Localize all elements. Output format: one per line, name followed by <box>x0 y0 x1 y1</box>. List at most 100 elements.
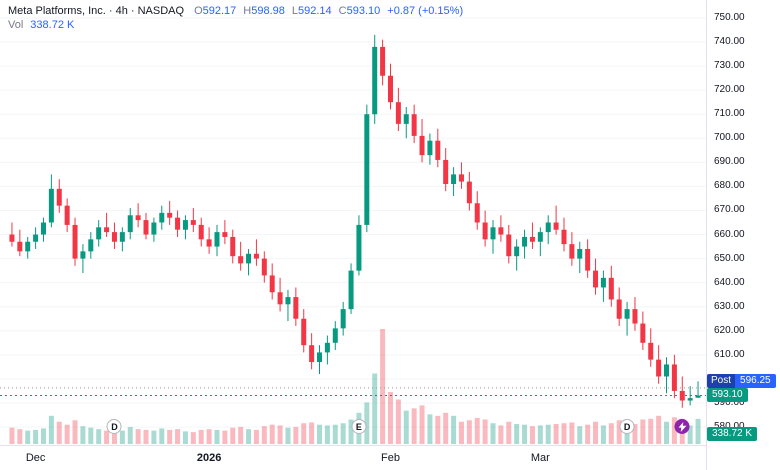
time-tick-feb: Feb <box>381 452 400 464</box>
volume-bar <box>104 430 110 444</box>
candle-body <box>159 212 165 223</box>
volume-label: Vol <box>8 19 24 31</box>
candle-body <box>88 239 94 252</box>
volume-bar <box>648 418 654 444</box>
time-axis[interactable]: Dec 2026 Feb Mar <box>0 445 780 470</box>
volume-bar <box>522 424 528 444</box>
candle-body <box>301 318 307 346</box>
alert-marker[interactable] <box>674 419 690 434</box>
candle-body <box>451 174 457 185</box>
candle-body <box>356 224 362 271</box>
candle-body <box>608 277 614 300</box>
candle-body <box>616 299 622 319</box>
last-price-value: 593.10 <box>707 388 748 403</box>
volume-bar <box>656 415 662 444</box>
volume-bar <box>380 329 386 444</box>
candle-body <box>656 359 662 377</box>
volume-bar <box>48 415 54 444</box>
volume-bar <box>600 425 606 444</box>
candle-body <box>119 232 125 242</box>
candle-body <box>17 241 23 252</box>
volume-bar <box>482 419 488 444</box>
volume-bar <box>151 430 157 444</box>
candle-body <box>127 215 133 233</box>
price-tick: 580.00 <box>714 422 745 432</box>
volume-bar <box>466 420 472 444</box>
volume-bar <box>553 423 559 444</box>
volume-bar <box>498 425 504 444</box>
candle-body <box>143 220 149 235</box>
candle-body <box>474 203 480 223</box>
lightning-bolt-icon <box>678 421 687 432</box>
volume-bar <box>664 421 670 444</box>
candle-body <box>190 220 196 225</box>
candle-body <box>48 188 54 223</box>
candle-body <box>340 309 346 329</box>
candle-body <box>111 232 117 242</box>
candle-body <box>167 212 173 218</box>
low-label: L <box>291 5 299 17</box>
volume-bar <box>127 426 133 444</box>
candle-body <box>206 239 212 247</box>
open-value: O592.17 <box>194 5 237 17</box>
volume-bar <box>309 422 315 444</box>
earnings-marker[interactable]: E <box>351 419 367 434</box>
candle-body <box>679 390 685 401</box>
candle-body <box>435 140 441 160</box>
volume-bar <box>514 423 520 444</box>
volume-bar <box>372 373 378 444</box>
candle-body <box>632 309 638 324</box>
candle-body <box>577 248 583 259</box>
candle-body <box>506 234 512 257</box>
candle-body <box>529 236 535 242</box>
volume-bar <box>340 423 346 444</box>
candle-body <box>640 323 646 343</box>
candle-body <box>466 181 472 204</box>
candle-body <box>135 215 141 221</box>
price-tick: 640.00 <box>714 276 745 288</box>
post-tag: Post <box>707 373 736 388</box>
candle-body <box>600 277 606 288</box>
candle-body <box>198 224 204 240</box>
candle-body <box>585 248 591 271</box>
candle-body <box>522 236 528 247</box>
candle-body <box>411 114 417 136</box>
chart-canvas[interactable] <box>0 0 706 445</box>
open-label: O <box>194 5 203 17</box>
symbol-title[interactable]: Meta Platforms, Inc. · 4h · NASDAQ <box>8 5 185 17</box>
price-tick: 610.00 <box>714 348 745 360</box>
candle-body <box>222 232 228 237</box>
volume-bar <box>167 429 173 444</box>
dividend-marker[interactable]: D <box>106 419 122 434</box>
candle-body <box>56 188 62 206</box>
price-tick: 690.00 <box>714 156 745 168</box>
candle-body <box>293 297 299 319</box>
candle-body <box>395 102 401 124</box>
candle-body <box>40 222 46 235</box>
volume-bar <box>135 429 141 444</box>
volume-bar <box>238 426 244 444</box>
post-price-value: 596.25 <box>735 373 776 388</box>
volume-bar <box>458 421 464 444</box>
volume-bar <box>64 424 70 444</box>
candle-body <box>25 241 31 252</box>
last-price-badge: 593.10 <box>707 388 748 403</box>
candle-body <box>545 222 551 233</box>
price-tick: 660.00 <box>714 228 745 240</box>
volume-bar <box>411 408 417 444</box>
candle-body <box>9 234 15 242</box>
candle-body <box>443 159 449 185</box>
candle-body <box>482 222 488 240</box>
volume-bar <box>80 426 86 444</box>
volume-bar <box>88 427 94 444</box>
candle-body <box>230 236 236 257</box>
candle-body <box>269 275 275 293</box>
candle-body <box>80 251 86 259</box>
volume-bar <box>451 415 457 444</box>
volume-bar <box>387 392 393 444</box>
volume-bar <box>277 425 283 444</box>
symbol-legend: Meta Platforms, Inc. · 4h · NASDAQ O592.… <box>8 4 463 32</box>
price-tick: 680.00 <box>714 180 745 192</box>
candle-body <box>372 46 378 115</box>
dividend-marker[interactable]: D <box>619 419 635 434</box>
